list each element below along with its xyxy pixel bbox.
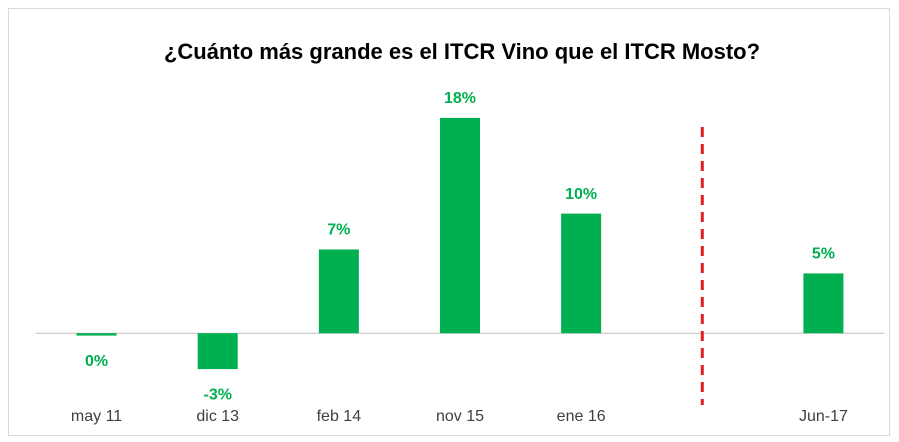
x-tick-label: nov 15 [436, 408, 484, 425]
x-tick-label: dic 13 [196, 408, 239, 425]
bar [318, 249, 359, 334]
bar [561, 213, 602, 334]
value-label: 18% [444, 90, 476, 107]
x-tick-label: may 11 [71, 408, 122, 425]
value-label: 5% [812, 246, 835, 263]
x-tick-label: Jun-17 [799, 408, 848, 425]
bar [440, 117, 480, 334]
value-label: 7% [327, 222, 350, 239]
bar [76, 333, 117, 336]
x-tick-label: feb 14 [317, 408, 362, 425]
bar [197, 333, 238, 370]
chart-title: ¿Cuánto más grande es el ITCR Vino que e… [164, 39, 760, 64]
value-label: 10% [565, 186, 597, 203]
value-label: -3% [203, 386, 231, 403]
x-tick-label: ene 16 [557, 408, 606, 425]
value-label: 0% [85, 353, 108, 370]
bar [803, 273, 844, 334]
